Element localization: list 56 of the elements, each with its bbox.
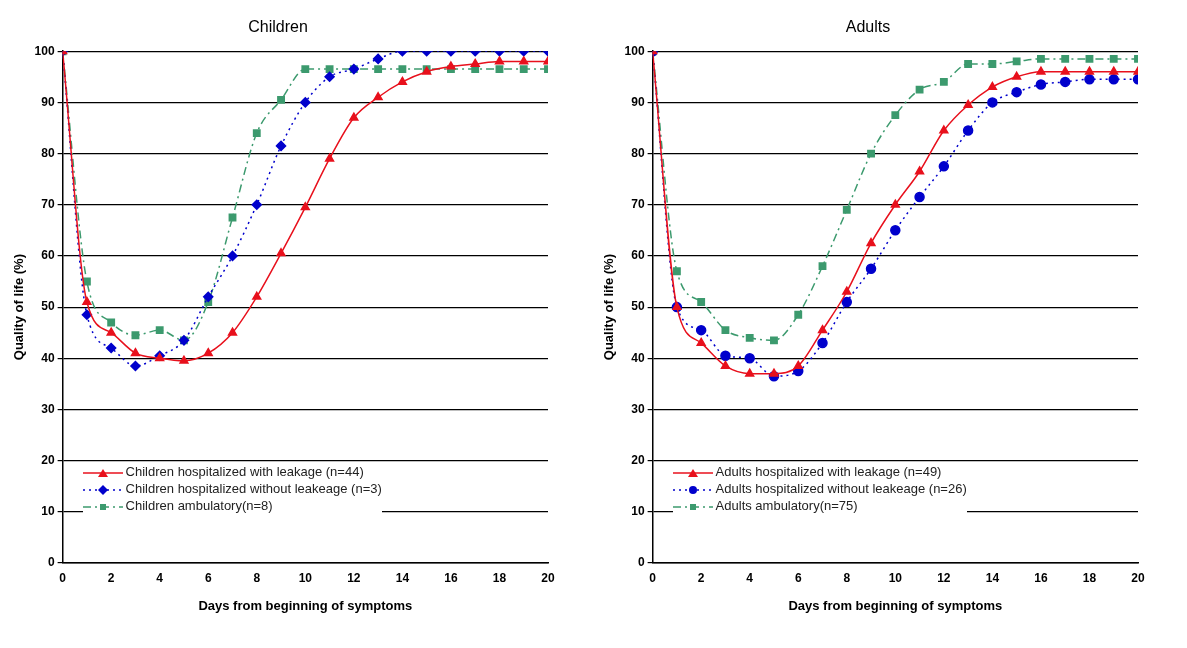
y-tick-label: 70 [631, 197, 645, 212]
x-tick-label: 4 [746, 570, 754, 585]
legend-label: Children hospitalized with leakage (n=44) [125, 464, 364, 479]
legend-label: Adults hospitalized with leakage (n=49) [715, 464, 942, 479]
x-tick-label: 2 [697, 570, 705, 585]
x-tick-label: 2 [107, 570, 115, 585]
y-tick-label: 30 [41, 401, 55, 416]
legend-label: Adults ambulatory(n=75) [715, 498, 858, 513]
x-tick-label: 10 [298, 570, 313, 585]
y-tick-label: 10 [41, 504, 55, 519]
x-tick-label: 14 [985, 570, 1000, 585]
legend-label: Children ambulatory(n=8) [125, 498, 273, 513]
y-tick-label: 80 [41, 145, 55, 160]
chart-title: Children [248, 18, 308, 36]
x-tick-label: 12 [347, 570, 361, 585]
x-axis-title: Days from beginning of symptoms [198, 597, 413, 613]
x-tick-label: 18 [1082, 570, 1097, 585]
x-tick-label: 20 [541, 570, 555, 585]
x-tick-label: 18 [492, 570, 507, 585]
x-tick-label: 14 [395, 570, 410, 585]
y-tick-label: 80 [631, 145, 645, 160]
x-tick-label: 8 [843, 570, 851, 585]
y-tick-label: 90 [631, 94, 645, 109]
y-tick-label: 0 [637, 555, 645, 570]
y-tick-label: 50 [41, 299, 55, 314]
x-tick-label: 10 [888, 570, 903, 585]
y-tick-label: 60 [41, 248, 55, 263]
y-tick-label: 90 [41, 94, 55, 109]
x-tick-label: 12 [937, 570, 951, 585]
y-tick-label: 50 [631, 299, 645, 314]
legend-label: Children hospitalized without leakeage (n=3) [125, 481, 382, 496]
x-tick-label: 16 [444, 570, 458, 585]
x-tick-label: 8 [253, 570, 261, 585]
y-tick-label: 20 [631, 452, 645, 467]
chart-title: Adults [845, 18, 891, 36]
y-axis-title: Quality of life (%) [601, 254, 617, 361]
x-tick-label: 0 [649, 570, 657, 585]
legend-label: Adults hospitalized without leakeage (n=26) [715, 481, 967, 496]
y-tick-label: 70 [41, 197, 55, 212]
y-tick-label: 100 [34, 43, 55, 58]
y-tick-label: 30 [631, 401, 645, 416]
x-tick-label: 20 [1131, 570, 1145, 585]
x-tick-label: 0 [59, 570, 67, 585]
y-tick-label: 10 [631, 504, 645, 519]
x-axis-title: Days from beginning of symptoms [788, 597, 1003, 613]
x-tick-label: 16 [1034, 570, 1048, 585]
y-tick-label: 40 [631, 350, 645, 365]
x-tick-label: 4 [156, 570, 164, 585]
y-axis-title: Quality of life (%) [11, 254, 27, 361]
y-tick-label: 40 [41, 350, 55, 365]
x-tick-label: 6 [204, 570, 212, 585]
x-tick-label: 6 [794, 570, 802, 585]
y-tick-label: 60 [631, 248, 645, 263]
y-tick-label: 20 [41, 452, 55, 467]
y-tick-label: 0 [47, 555, 55, 570]
y-tick-label: 100 [624, 43, 645, 58]
